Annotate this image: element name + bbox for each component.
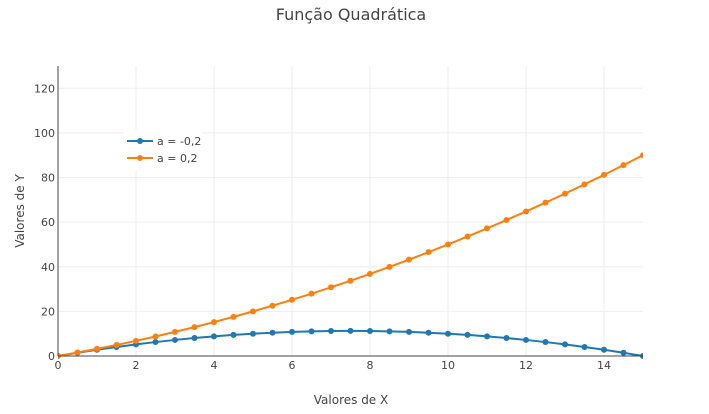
x-tick-label: 0: [55, 359, 62, 372]
data-point: [386, 263, 393, 270]
data-point: [523, 336, 529, 343]
data-point: [445, 241, 451, 248]
x-tick-label: 12: [519, 359, 533, 372]
data-point: [328, 284, 334, 291]
data-point: [562, 341, 568, 348]
legend: a = -0,2 a = 0,2: [124, 130, 202, 170]
x-tick-label: 8: [367, 359, 374, 372]
legend-label: a = 0,2: [157, 152, 197, 165]
data-point: [250, 308, 256, 315]
x-tick-label: 2: [133, 359, 140, 372]
y-tick-label: 60: [41, 216, 55, 229]
data-point: [601, 171, 607, 178]
data-point: [211, 319, 217, 326]
data-point: [542, 199, 549, 206]
legend-label: a = -0,2: [157, 135, 201, 148]
grid: [58, 66, 643, 356]
data-point: [445, 330, 451, 337]
data-point: [406, 328, 412, 335]
data-point: [308, 290, 315, 297]
legend-box: [124, 130, 202, 170]
data-point: [542, 339, 549, 346]
data-point: [191, 324, 198, 331]
y-axis-title: Valores de Y: [13, 174, 27, 248]
axes: 0 2 4 6 8 10 12 14 0 20 40 60 80 100 120: [34, 66, 643, 372]
data-point: [289, 296, 295, 303]
data-point: [484, 225, 490, 232]
data-point: [503, 217, 510, 224]
data-point: [620, 162, 627, 169]
x-tick-label: 4: [211, 359, 218, 372]
data-point: [581, 181, 588, 188]
data-point: [484, 333, 490, 340]
x-tick-label: 14: [597, 359, 611, 372]
y-tick-label: 100: [34, 127, 55, 140]
data-point: [74, 349, 81, 356]
legend-marker: [137, 138, 143, 144]
data-point: [133, 337, 139, 344]
data-point: [172, 336, 178, 343]
data-point: [425, 329, 432, 336]
data-point: [211, 333, 217, 340]
series-line-2: [58, 154, 643, 357]
data-point: [562, 190, 568, 197]
data-point: [581, 343, 588, 350]
data-point: [386, 328, 393, 335]
data-point: [601, 346, 607, 353]
data-point: [464, 331, 471, 338]
y-tick-label: 20: [41, 305, 55, 318]
data-point: [152, 333, 159, 340]
data-point: [230, 331, 237, 338]
data-point: [367, 270, 373, 277]
data-point: [328, 328, 334, 335]
y-tick-label: 40: [41, 261, 55, 274]
data-point: [640, 152, 643, 159]
data-point: [406, 256, 412, 263]
data-point: [94, 345, 100, 352]
data-point: [308, 328, 315, 335]
x-tick-label: 10: [441, 359, 455, 372]
data-point: [347, 327, 354, 334]
data-point: [367, 328, 373, 335]
data-point: [172, 328, 178, 335]
data-point: [191, 335, 198, 342]
data-point: [289, 328, 295, 335]
y-tick-label: 120: [34, 82, 55, 95]
data-point: [152, 339, 159, 346]
data-point: [269, 302, 276, 309]
data-point: [230, 313, 237, 320]
legend-marker: [137, 155, 143, 161]
data-point: [113, 341, 120, 348]
data-point: [620, 349, 627, 356]
data-point: [347, 277, 354, 284]
data-point: [269, 329, 276, 336]
data-point: [503, 335, 510, 342]
data-point: [464, 233, 471, 240]
data-point: [425, 249, 432, 256]
data-point: [523, 208, 529, 215]
data-point: [250, 330, 256, 337]
chart-title: Função Quadrática: [276, 5, 426, 24]
y-tick-label: 80: [41, 172, 55, 185]
y-tick-label: 0: [48, 350, 55, 363]
x-axis-title: Valores de X: [314, 393, 388, 407]
x-tick-label: 6: [289, 359, 296, 372]
series-line-1: [58, 329, 643, 357]
plot-area: [58, 152, 643, 359]
